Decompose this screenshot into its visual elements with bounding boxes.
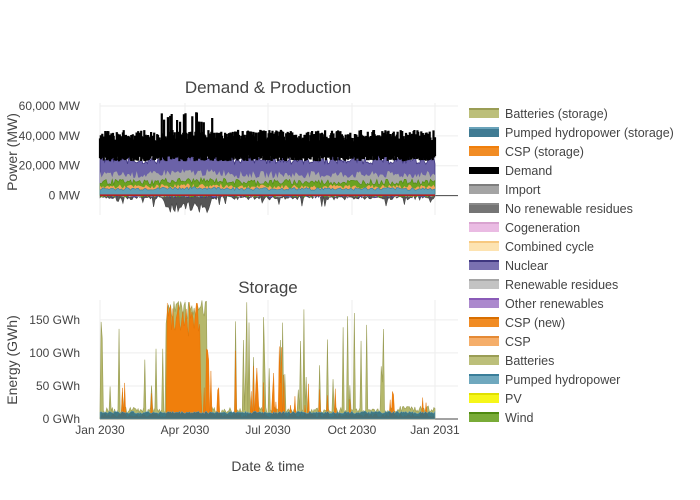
legend-swatch [469, 109, 499, 118]
p1-y-tick-label: 20,000 MW [19, 159, 81, 173]
legend-swatch [469, 242, 499, 251]
legend-item[interactable]: No renewable residues [469, 202, 633, 216]
p1-y-tick-label: 0 MW [49, 189, 81, 203]
p1-y-tick-label: 40,000 MW [19, 129, 81, 143]
p1-series-areas [98, 112, 437, 214]
legend-swatch [469, 375, 499, 384]
p2-series-areas [99, 300, 436, 420]
legend-item[interactable]: Batteries [469, 354, 554, 368]
demand-production-panel: Demand & Production 60,000 MW 40,000 MW 20… [4, 78, 458, 215]
legend-item[interactable]: CSP (new) [469, 316, 565, 330]
chart-title-storage: Storage [238, 278, 298, 297]
legend-label: No renewable residues [505, 202, 633, 216]
p2-x-ticks: Jan 2030 Apr 2030 Jul 2030 Oct 2030 Jan 2031 [75, 423, 460, 437]
legend-swatch [469, 223, 499, 232]
legend-swatch [469, 185, 499, 194]
legend-swatch [469, 280, 499, 289]
legend-swatch [469, 413, 499, 422]
y-axis-label-power: Power (MW) [4, 113, 20, 191]
legend-swatch [469, 394, 499, 403]
p2-y-tick-label: 0 GWh [43, 412, 80, 426]
legend-item[interactable]: Renewable residues [469, 278, 618, 292]
p1-y-tick-label: 60,000 MW [19, 99, 81, 113]
legend-label: PV [505, 392, 522, 406]
p2-x-tick-label: Jul 2030 [245, 423, 291, 437]
legend-item[interactable]: CSP (storage) [469, 145, 584, 159]
p2-x-tick-label: Apr 2030 [161, 423, 210, 437]
legend-label: Demand [505, 164, 552, 178]
legend-item[interactable]: PV [469, 392, 522, 406]
legend-swatch [469, 204, 499, 213]
p2-y-tick-label: 100 GWh [29, 346, 80, 360]
legend-label: Other renewables [505, 297, 604, 311]
legend-item[interactable]: CSP [469, 335, 531, 349]
legend-item[interactable]: Combined cycle [469, 240, 594, 254]
legend[interactable]: Batteries (storage) Pumped hydropower (st… [469, 107, 674, 425]
legend-swatch [469, 318, 499, 327]
legend-item[interactable]: Wind [469, 411, 534, 425]
legend-label: Nuclear [505, 259, 548, 273]
legend-label: Cogeneration [505, 221, 580, 235]
p2-x-tick-label: Jan 2031 [410, 423, 460, 437]
x-axis-label-date: Date & time [231, 458, 304, 474]
p2-x-tick-label: Oct 2030 [328, 423, 377, 437]
p1-y-ticks: 60,000 MW 40,000 MW 20,000 MW 0 MW [19, 99, 81, 203]
legend-swatch [469, 147, 499, 156]
p2-y-tick-label: 150 GWh [29, 313, 80, 327]
series-area-pumped-hydropower-storage [99, 410, 436, 420]
legend-label: CSP (storage) [505, 145, 584, 159]
legend-label: Import [505, 183, 541, 197]
legend-label: Pumped hydropower (storage) [505, 126, 674, 140]
legend-label: Renewable residues [505, 278, 618, 292]
legend-label: CSP (new) [505, 316, 565, 330]
legend-label: Combined cycle [505, 240, 594, 254]
legend-label: Batteries [505, 354, 554, 368]
legend-item[interactable]: Pumped hydropower [469, 373, 620, 387]
legend-label: Pumped hydropower [505, 373, 620, 387]
legend-label: Batteries (storage) [505, 107, 608, 121]
p2-y-tick-label: 50 GWh [36, 379, 80, 393]
legend-item[interactable]: Other renewables [469, 297, 604, 311]
y-axis-label-energy: Energy (GWh) [4, 315, 20, 404]
chart-title-demand-production: Demand & Production [185, 78, 351, 97]
legend-item[interactable]: Batteries (storage) [469, 107, 608, 121]
legend-item[interactable]: Demand [469, 164, 552, 178]
legend-item[interactable]: Import [469, 183, 541, 197]
p2-x-tick-label: Jan 2030 [75, 423, 125, 437]
legend-swatch [469, 356, 499, 365]
legend-item[interactable]: Cogeneration [469, 221, 580, 235]
legend-swatch [469, 167, 499, 174]
series-area-no-renewable-residues [99, 194, 436, 214]
storage-panel: Storage 150 GWh 100 GWh 50 GWh 0 GWh Jan 20… [4, 278, 460, 474]
legend-item[interactable]: Nuclear [469, 259, 548, 273]
legend-label: CSP [505, 335, 531, 349]
series-line-demand [98, 112, 437, 162]
legend-swatch [469, 337, 499, 346]
legend-swatch [469, 299, 499, 308]
legend-item[interactable]: Pumped hydropower (storage) [469, 126, 674, 140]
p2-y-ticks: 150 GWh 100 GWh 50 GWh 0 GWh [29, 313, 80, 426]
legend-swatch [469, 261, 499, 270]
legend-swatch [469, 128, 499, 137]
legend-label: Wind [505, 411, 534, 425]
